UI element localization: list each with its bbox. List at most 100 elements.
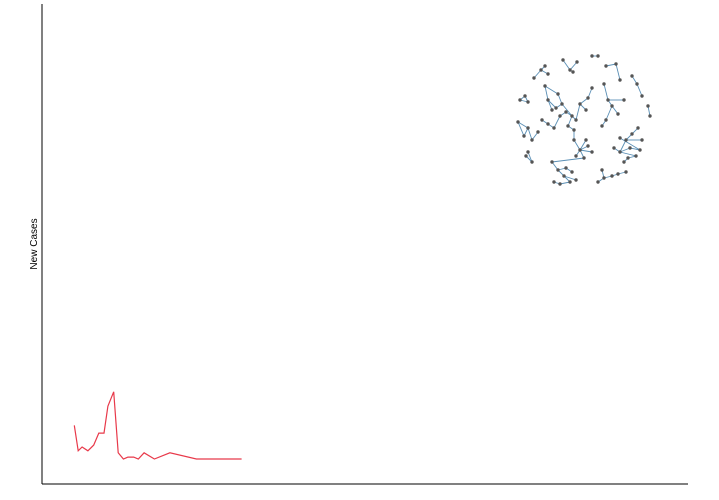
network-node: [550, 108, 554, 112]
network-node: [622, 160, 626, 164]
network-node: [590, 150, 594, 154]
network-node: [622, 98, 626, 102]
network-edge: [569, 61, 578, 71]
network-node: [564, 110, 568, 114]
y-axis-label: New Cases: [29, 218, 40, 269]
network-node: [624, 138, 628, 142]
network-node: [648, 114, 652, 118]
network-edge: [575, 103, 581, 121]
series-line-cases: [73, 391, 242, 460]
network-node: [635, 82, 639, 86]
network-node: [546, 98, 550, 102]
network-node: [596, 54, 600, 58]
network-edge: [553, 115, 561, 129]
network-node: [646, 104, 650, 108]
network-node: [568, 180, 572, 184]
network-edge: [587, 87, 593, 99]
network-node: [578, 148, 582, 152]
network-node: [570, 114, 574, 118]
network-node: [626, 156, 630, 160]
network-edge: [619, 139, 627, 153]
network-node: [561, 58, 565, 62]
network-edge: [527, 127, 533, 141]
network-node: [636, 126, 640, 130]
network-node: [570, 170, 574, 174]
network-node: [584, 138, 588, 142]
network-node: [618, 78, 622, 82]
network-node: [600, 124, 604, 128]
network-edge: [561, 103, 573, 117]
network-node: [612, 146, 616, 150]
network-node: [539, 68, 543, 72]
network-node: [560, 102, 564, 106]
network-node: [640, 94, 644, 98]
network-node: [516, 120, 520, 124]
network-node: [602, 82, 606, 86]
network-node: [552, 180, 556, 184]
network-edge: [557, 93, 563, 105]
network-node: [562, 174, 566, 178]
network-node: [550, 160, 554, 164]
network-node: [574, 118, 578, 122]
network-edge: [547, 99, 553, 111]
network-node: [614, 62, 618, 66]
network-edge: [605, 105, 613, 121]
network-node: [523, 94, 527, 98]
network-node: [610, 174, 614, 178]
network-node: [540, 118, 544, 122]
network-node: [634, 154, 638, 158]
network-node: [526, 100, 530, 104]
network-node: [572, 138, 576, 142]
network-node: [590, 54, 594, 58]
network-edge: [567, 115, 573, 127]
network-node: [571, 70, 575, 74]
network-node: [578, 102, 582, 106]
network-edge: [579, 139, 587, 151]
network-node: [630, 74, 634, 78]
network-node: [610, 104, 614, 108]
network-edge: [619, 151, 637, 157]
contact-network-graph: [516, 54, 652, 186]
network-node: [624, 170, 628, 174]
network-edge: [619, 137, 641, 151]
network-node: [604, 118, 608, 122]
network-node: [630, 132, 634, 136]
network-node: [536, 130, 540, 134]
network-edge: [562, 59, 571, 71]
network-node: [628, 146, 632, 150]
network-node: [558, 182, 562, 186]
network-edge: [573, 139, 581, 151]
network-node: [526, 126, 530, 130]
network-node: [556, 168, 560, 172]
network-node: [574, 178, 578, 182]
network-node: [600, 168, 604, 172]
network-node: [604, 64, 608, 68]
network-node: [582, 156, 586, 160]
network-edge: [619, 147, 631, 153]
network-node: [586, 144, 590, 148]
network-node: [526, 150, 530, 154]
network-node: [546, 72, 550, 76]
network-node: [618, 150, 622, 154]
network-node: [606, 98, 610, 102]
network-edge: [579, 149, 593, 153]
network-edge: [603, 83, 609, 101]
network-node: [616, 172, 620, 176]
network-node: [575, 60, 579, 64]
network-node: [618, 136, 622, 140]
network-node: [543, 64, 547, 68]
network-node: [602, 176, 606, 180]
network-edge: [615, 63, 621, 81]
network-node: [566, 124, 570, 128]
network-node: [590, 86, 594, 90]
network-node: [586, 96, 590, 100]
network-edge: [551, 157, 585, 163]
network-edge: [527, 151, 533, 163]
network-node: [572, 128, 576, 132]
network-node: [556, 92, 560, 96]
network-node: [522, 134, 526, 138]
network-edge: [517, 121, 529, 129]
network-node: [532, 76, 536, 80]
